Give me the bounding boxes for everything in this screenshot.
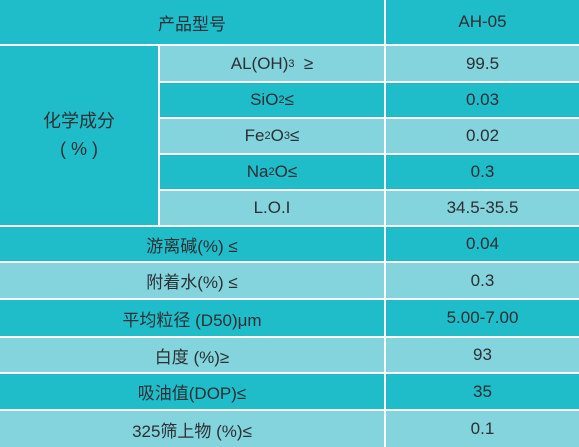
row-label-whiteness: 白度 (%)≥ [0,338,384,372]
chem-label-na2o: Na 2 O≤ [160,155,384,189]
row-value-moisture: 0.3 [386,263,579,298]
chemical-group-line2: ( % ) [60,138,98,159]
row-value-whiteness: 93 [386,338,579,372]
header-label: 产品型号 [0,0,384,44]
header-value: AH-05 [386,0,579,44]
chemical-group-line1: 化学成分 [43,110,115,131]
chem-value-loi: 34.5-35.5 [386,191,579,225]
chem-value-fe2o3: 0.02 [386,119,579,153]
row-value-free-alkali: 0.04 [386,227,579,261]
row-label-moisture: 附着水(%) ≤ [0,263,384,298]
row-value-particle-size: 5.00-7.00 [386,300,579,336]
chem-label-aloh3: AL(OH) 3 ≥ [160,46,384,81]
row-label-free-alkali: 游离碱(%) ≤ [0,227,384,261]
row-value-oil-absorption: 35 [386,374,579,409]
chem-value-aloh3: 99.5 [386,46,579,81]
chem-value-na2o: 0.3 [386,155,579,189]
chem-value-sio2: 0.03 [386,83,579,117]
row-value-sieve-residue: 0.1 [386,411,579,447]
row-label-particle-size: 平均粒径 (D50)μm [0,300,384,336]
chem-label-fe2o3: Fe 2 O 3 ≤ [160,119,384,153]
chem-label-loi: L.O.I [160,191,384,225]
row-label-oil-absorption: 吸油值(DOP)≤ [0,374,384,409]
chem-label-sio2: SiO 2 ≤ [160,83,384,117]
chemical-group-label: 化学成分 ( % ) [0,46,158,225]
row-label-sieve-residue: 325筛上物 (%)≤ [0,411,384,447]
